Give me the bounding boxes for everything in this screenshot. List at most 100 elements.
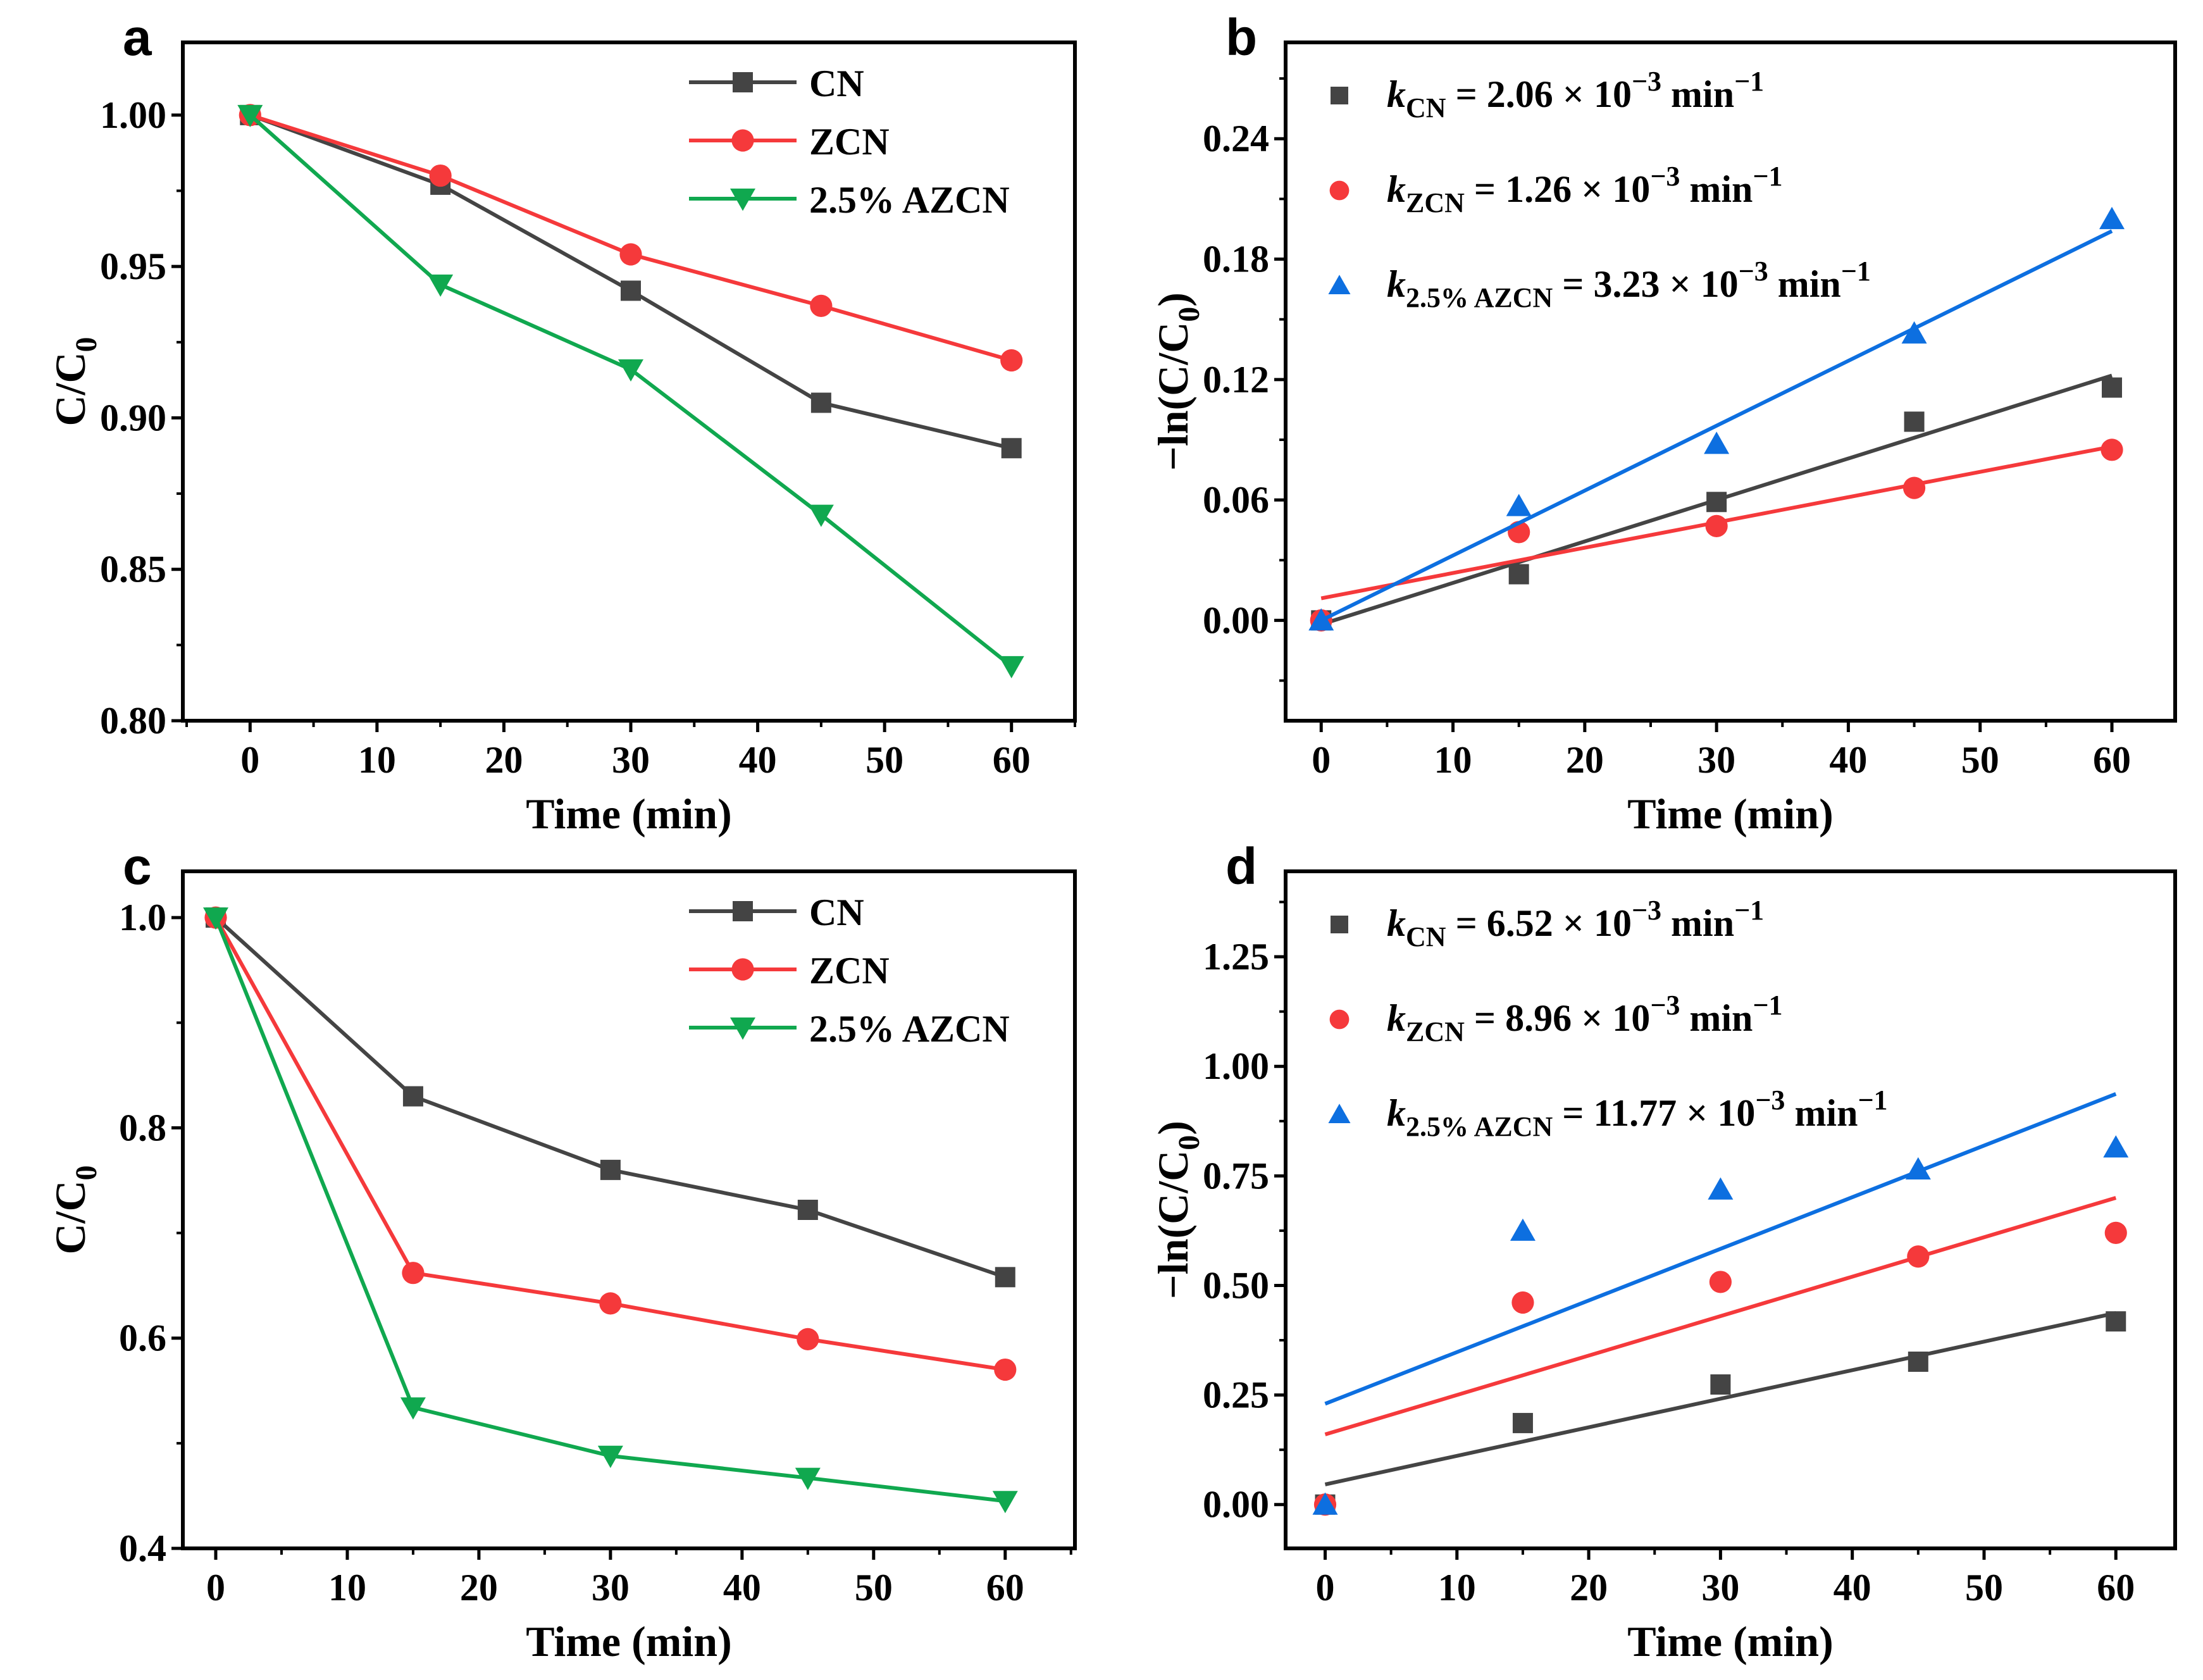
triangle-up-marker [1704, 432, 1730, 454]
legend-times: × 10 [1572, 997, 1650, 1039]
circle-marker [402, 1262, 425, 1285]
x-tick-label: 10 [1434, 739, 1472, 781]
y-tick-label: 0.50 [1203, 1264, 1269, 1306]
legend-k-subscript: 2.5% AZCN [1406, 1111, 1553, 1142]
x-tick-label: 60 [2097, 1567, 2135, 1608]
panel-letter: c [123, 838, 152, 895]
triangle-down-marker [992, 1491, 1018, 1514]
square-marker [1508, 564, 1529, 585]
legend-exponent: −3 [1739, 256, 1768, 287]
legend-k: k [1387, 997, 1406, 1039]
y-axis-label: C/C0 [46, 1165, 103, 1254]
legend-exponent: −3 [1650, 990, 1680, 1021]
legend-unit-exponent: −1 [1734, 895, 1764, 926]
y-tick-label: 0.00 [1203, 599, 1269, 641]
x-tick-label: 10 [328, 1567, 366, 1608]
square-marker [2102, 377, 2123, 398]
legend-eq: = [1553, 1092, 1593, 1134]
x-tick-label: 10 [1438, 1567, 1476, 1608]
legend-unit: min [1785, 1092, 1858, 1134]
plot-frame [181, 40, 1077, 723]
y-axis-label-main: C/C [46, 352, 94, 426]
square-marker [1904, 411, 1925, 432]
triangle-down-marker [730, 1017, 755, 1040]
square-marker [1331, 87, 1348, 104]
legend-label: CN [809, 892, 864, 933]
triangle-up-marker [1312, 1492, 1338, 1515]
x-tick-label: 40 [1834, 1567, 1871, 1608]
triangle-up-marker [1905, 1157, 1931, 1179]
series-zcn: kZCN = 8.96 × 10−3 min−1 [1313, 990, 2127, 1516]
y-axis-label-end: ) [1149, 1121, 1197, 1135]
triangle-up-marker [1510, 1218, 1536, 1241]
x-tick-label: 0 [1312, 739, 1331, 781]
y-axis-label-subscript: 0 [1172, 307, 1206, 322]
legend-label: 2.5% AZCN [809, 179, 1010, 221]
circle-marker [619, 243, 642, 266]
triangle-down-marker [795, 1467, 821, 1490]
legend-exponent: −3 [1650, 161, 1680, 192]
x-tick-label: 0 [1315, 1567, 1334, 1608]
series-azcn_fit: k2.5% AZCN = 3.23 × 10−3 min−1 [1308, 206, 2125, 631]
y-axis-label: C/C0 [46, 337, 103, 426]
series-cn: CN [240, 63, 1022, 459]
square-marker [1331, 916, 1348, 933]
x-tick-label: 40 [739, 739, 777, 781]
series-cn: CN [205, 892, 1015, 1288]
triangle-down-marker [618, 359, 644, 382]
legend-unit-exponent: −1 [1858, 1085, 1887, 1116]
series-azcn_fit: k2.5% AZCN = 11.77 × 10−3 min−1 [1312, 1085, 2129, 1515]
triangle-down-marker [730, 189, 755, 211]
legend-label: ZCN [809, 121, 890, 163]
legend-rate-constant: kZCN = 1.26 × 10−3 min−1 [1387, 161, 1783, 218]
legend-k-subscript: ZCN [1406, 187, 1465, 218]
y-axis-label-subscript: 0 [70, 337, 103, 352]
x-tick-label: 50 [1961, 739, 1999, 781]
x-axis-label: Time (min) [526, 1617, 732, 1665]
y-axis-label-end: ) [1149, 292, 1197, 307]
legend-times: × 10 [1572, 168, 1650, 210]
y-tick-label: 1.0 [119, 897, 166, 938]
y-axis-label-subscript: 0 [70, 1165, 103, 1180]
legend-exponent: −3 [1632, 895, 1661, 926]
triangle-down-marker [597, 1445, 623, 1468]
y-axis-label: −ln(C/C0) [1149, 1121, 1206, 1299]
square-marker [1512, 1412, 1533, 1433]
circle-marker [1000, 349, 1023, 372]
legend-rate-constant: kCN = 6.52 × 10−3 min−1 [1387, 895, 1764, 952]
x-axis-label: Time (min) [1627, 1617, 1834, 1665]
legend-k-value: 1.26 [1505, 168, 1572, 210]
panel-letter: d [1226, 838, 1257, 895]
circle-marker [1705, 514, 1728, 537]
series-azcn: 2.5% AZCN [202, 907, 1018, 1514]
x-tick-label: 40 [1829, 739, 1867, 781]
legend-unit: min [1680, 997, 1753, 1039]
legend-rate-constant: kCN = 2.06 × 10−3 min−1 [1387, 66, 1764, 123]
triangle-up-marker [1708, 1177, 1734, 1200]
x-tick-label: 20 [1566, 739, 1604, 781]
y-axis-label-main: −ln(C/C [1149, 322, 1197, 471]
y-tick-label: 0.95 [100, 246, 166, 287]
triangle-up-marker [1506, 494, 1532, 516]
y-tick-label: 0.4 [119, 1528, 166, 1569]
circle-marker [1329, 180, 1350, 201]
series-zcn: ZCN [239, 104, 1023, 372]
y-tick-label: 1.00 [1203, 1045, 1269, 1087]
y-tick-label: 0.06 [1203, 479, 1269, 521]
x-tick-label: 50 [866, 739, 903, 781]
circle-marker [599, 1292, 622, 1315]
legend-eq: = [1465, 997, 1505, 1039]
y-tick-label: 0.90 [100, 397, 166, 439]
y-tick-label: 0.12 [1203, 359, 1269, 401]
x-tick-label: 30 [1701, 1567, 1739, 1608]
legend-k-subscript: 2.5% AZCN [1406, 282, 1553, 313]
x-tick-label: 30 [1697, 739, 1735, 781]
circle-marker [797, 1328, 819, 1350]
legend-k-value: 6.52 [1487, 902, 1553, 944]
series-cn: kCN = 2.06 × 10−3 min−1 [1311, 66, 2123, 631]
legend-k-value: 2.06 [1487, 73, 1553, 115]
x-tick-label: 50 [1965, 1567, 2003, 1608]
x-axis-label: Time (min) [526, 790, 732, 838]
x-axis-label: Time (min) [1627, 790, 1834, 838]
circle-marker [1902, 476, 1926, 499]
